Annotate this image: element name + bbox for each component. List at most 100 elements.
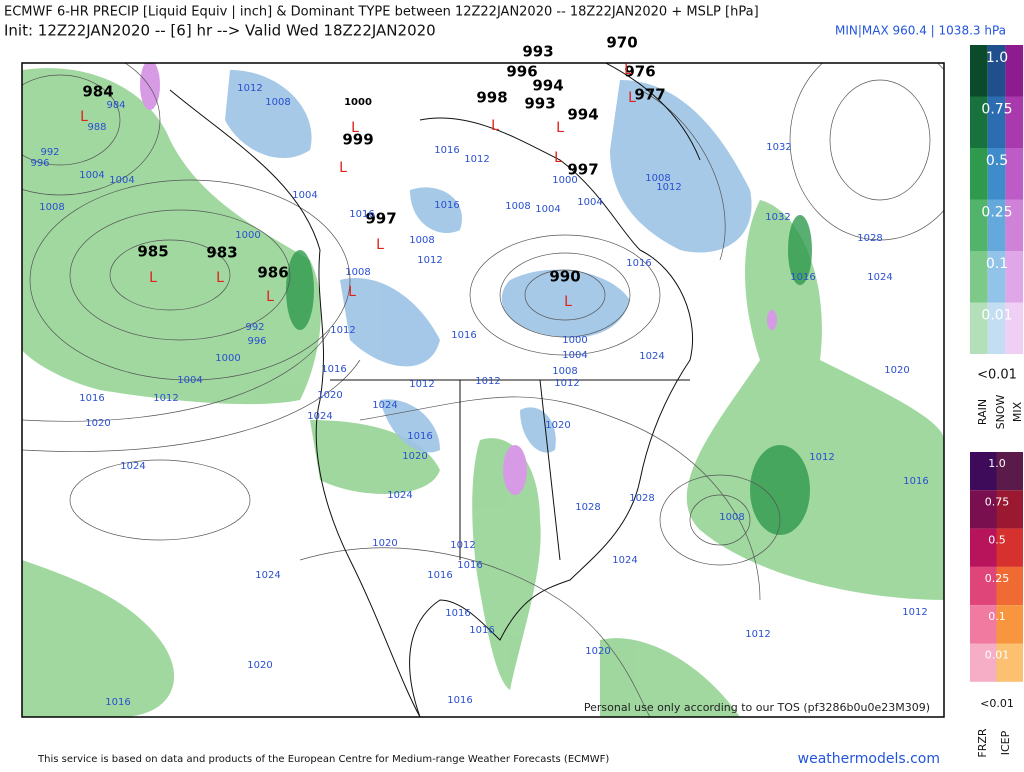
isobar-label: 1012	[417, 255, 442, 266]
legend: 1.0 0.75 0.5 0.25 0.1 0.01 <0.01 RAIN SNOW MIX 1.0…	[970, 45, 1024, 758]
low-symbol: L	[216, 270, 224, 286]
isobar-label: 1004	[177, 375, 202, 386]
isobar-label: 1012	[554, 378, 579, 389]
isobar-label: 1032	[766, 142, 791, 153]
isobar-label: 1012	[450, 540, 475, 551]
isobar-label: 1024	[120, 461, 145, 472]
isobar-label: 1020	[85, 418, 110, 429]
low-symbol: L	[628, 90, 636, 106]
legend-level: 0.01	[981, 308, 1012, 324]
isobar-label: 1016	[105, 697, 130, 708]
credit: This service is based on data and produc…	[37, 754, 609, 765]
low-symbol: L	[149, 270, 157, 286]
isobar-label: 992	[40, 147, 59, 158]
isobar-label: 1012	[745, 629, 770, 640]
pressure-center: 990	[549, 268, 580, 286]
isobar-label: 1016	[451, 330, 476, 341]
isobar-label: 1012	[330, 325, 355, 336]
isobar-label: 1008	[345, 267, 370, 278]
legend-level: 0.5	[986, 153, 1008, 169]
isobar-label: 1016	[434, 200, 459, 211]
isobar-label: 1004	[577, 197, 602, 208]
pressure-center: 994	[532, 77, 563, 95]
legend-swatch	[1005, 199, 1024, 251]
isobar-label: 1016	[445, 608, 470, 619]
isobar-label: 1004	[562, 350, 587, 361]
isobar-label: 1024	[372, 400, 397, 411]
legend-type: ICEP	[999, 730, 1012, 755]
isobar-label: 1028	[629, 493, 654, 504]
isobar-label: 1012	[656, 182, 681, 193]
isobar-label: 1016	[626, 258, 651, 269]
pressure-center: 976	[624, 63, 655, 81]
low-symbol: L	[564, 294, 572, 310]
mix-area	[140, 63, 777, 495]
legend-level: 0.1	[988, 610, 1006, 623]
isobar-label: 1008	[552, 366, 577, 377]
isobar-label: 1016	[434, 145, 459, 156]
isobar-label: 1000	[562, 335, 587, 346]
pressure-center: 1000	[344, 97, 372, 108]
isobar-label: 1000	[552, 175, 577, 186]
low-symbol: L	[339, 160, 347, 176]
legend-level: 1.0	[986, 50, 1008, 66]
isobar-label: 1016	[447, 695, 472, 706]
pressure-center: 997	[365, 210, 396, 228]
isobar-label: 1024	[867, 272, 892, 283]
legend-swatch	[996, 528, 1023, 567]
legend-level: 0.01	[985, 649, 1010, 662]
low-symbol: L	[554, 150, 562, 166]
pressure-center: 993	[522, 43, 553, 61]
isobar-label: 1020	[317, 390, 342, 401]
isobar-label: 1016	[469, 625, 494, 636]
legend-swatch	[996, 605, 1023, 644]
isobar-label: 1024	[255, 570, 280, 581]
isobar-label: 1024	[639, 351, 664, 362]
legend-swatch	[970, 251, 988, 303]
isobar-label: 1008	[39, 202, 64, 213]
isobar-label: 1020	[372, 538, 397, 549]
isobar-label: 1016	[79, 393, 104, 404]
isobar-label: 1004	[109, 175, 134, 186]
legend-swatch	[987, 251, 1006, 303]
legend-swatch	[970, 452, 997, 491]
legend-swatch	[970, 96, 988, 148]
isobar-label: 1024	[387, 490, 412, 501]
low-symbol: L	[491, 118, 499, 134]
legend-swatch	[970, 302, 988, 354]
isobar-label: 1012	[464, 154, 489, 165]
isobar-label: 1012	[809, 452, 834, 463]
legend-swatch	[987, 199, 1006, 251]
legend-swatch	[1005, 251, 1024, 303]
low-symbol: L	[624, 62, 632, 78]
pressure-center: 999	[342, 131, 373, 149]
isobar-label: 1012	[475, 376, 500, 387]
isobar-label: 1004	[535, 204, 560, 215]
legend-swatch	[970, 199, 988, 251]
pressure-center: 983	[206, 244, 237, 262]
isobars	[22, 63, 944, 717]
legend-swatch	[1005, 148, 1024, 200]
pressure-center: 998	[476, 89, 507, 107]
low-symbol: L	[351, 120, 359, 136]
legend-type: MIX	[1011, 401, 1024, 422]
isobar-label: 1016	[790, 272, 815, 283]
isobar-label: 1016	[903, 476, 928, 487]
legend-swatch	[1005, 45, 1024, 97]
legend-swatch	[970, 643, 997, 682]
isobar-label: 1016	[321, 364, 346, 375]
isobar-label: 1012	[902, 607, 927, 618]
isobar-label: 1012	[153, 393, 178, 404]
legend-swatch	[996, 452, 1023, 491]
coastline	[169, 63, 701, 717]
legend-swatch	[970, 490, 997, 529]
legend-swatch	[987, 45, 1006, 97]
legend-swatch	[987, 302, 1006, 354]
legend-swatch	[970, 566, 997, 606]
legend-swatch	[970, 528, 997, 567]
legend-level: 0.1	[986, 256, 1008, 272]
legend-level: 0.25	[985, 572, 1010, 585]
isobar-label: 996	[247, 336, 266, 347]
isobar-label: 1020	[884, 365, 909, 376]
